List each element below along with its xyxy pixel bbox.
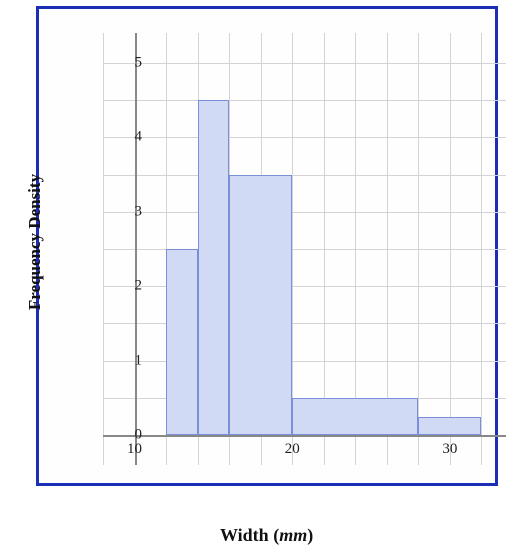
x-tick-label: 10 [127, 441, 142, 458]
plot-area: 102030012345 [103, 33, 506, 465]
histogram-bar [292, 398, 418, 435]
chart-frame: 102030012345 [36, 6, 498, 486]
histogram-bar [418, 417, 481, 436]
x-tick-label: 30 [442, 441, 457, 458]
y-axis-title: Frequency Density [25, 152, 45, 332]
x-tick-label: 20 [285, 441, 300, 458]
chart-container: 102030012345 Frequency Density Width (mm… [0, 0, 506, 554]
x-axis-title: Width (mm) [220, 525, 313, 546]
histogram-bar [166, 249, 198, 435]
histogram-bar [198, 100, 230, 435]
histogram-bar [229, 175, 292, 436]
